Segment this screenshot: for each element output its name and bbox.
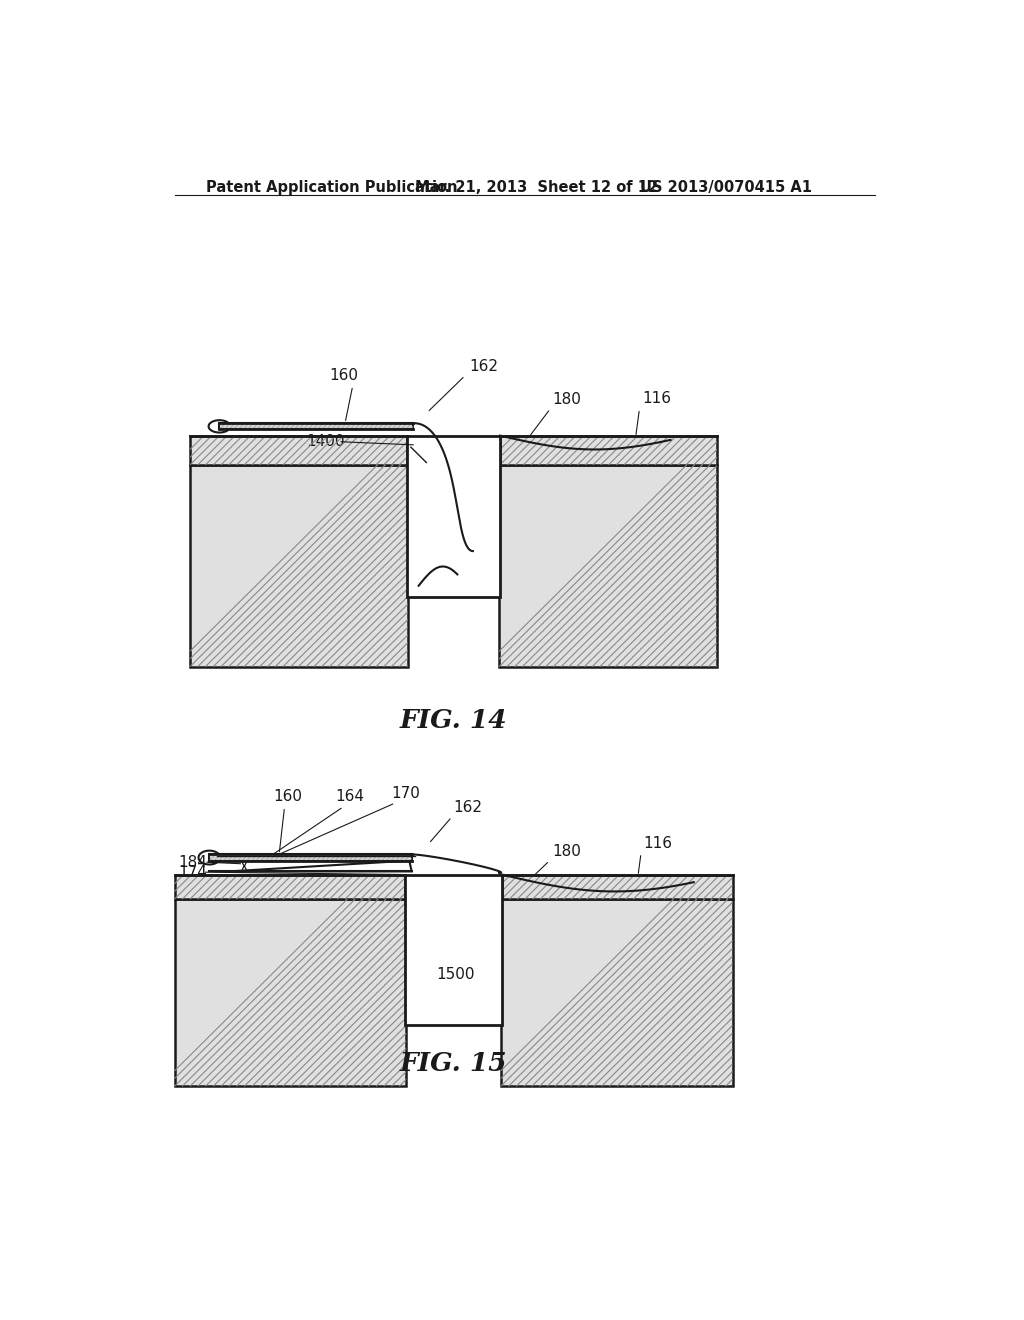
Bar [501, 899, 732, 1086]
Bar [407, 436, 500, 598]
Text: 162: 162 [469, 359, 498, 374]
Text: 1500: 1500 [436, 968, 475, 982]
Text: 180: 180 [552, 843, 581, 859]
Text: 116: 116 [642, 391, 671, 407]
Text: 174: 174 [429, 561, 458, 576]
Bar [500, 465, 717, 667]
Text: 160: 160 [329, 368, 358, 383]
Text: 184': 184' [178, 855, 212, 870]
Bar [174, 899, 407, 1086]
Text: US 2013/0070415 A1: US 2013/0070415 A1 [640, 180, 811, 195]
Text: 170: 170 [391, 785, 421, 800]
Bar [502, 875, 732, 899]
Text: FIG. 14: FIG. 14 [399, 708, 507, 733]
Text: 180: 180 [553, 392, 582, 407]
Bar [190, 436, 407, 465]
Text: 1400: 1400 [306, 434, 345, 449]
Bar [209, 854, 412, 861]
Polygon shape [228, 861, 412, 871]
Text: 116: 116 [643, 837, 673, 851]
Bar [500, 436, 717, 465]
Text: Mar. 21, 2013  Sheet 12 of 12: Mar. 21, 2013 Sheet 12 of 12 [415, 180, 657, 195]
Bar [190, 465, 408, 667]
Bar [174, 875, 406, 899]
Bar [219, 424, 414, 429]
Text: 162: 162 [454, 800, 482, 816]
Text: 160: 160 [273, 789, 303, 804]
Text: Patent Application Publication: Patent Application Publication [206, 180, 457, 195]
Text: 164: 164 [336, 789, 365, 804]
Bar [406, 875, 503, 1024]
Text: 174: 174 [178, 866, 207, 880]
Text: FIG. 15: FIG. 15 [399, 1051, 507, 1076]
